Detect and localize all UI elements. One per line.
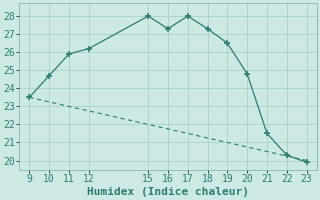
X-axis label: Humidex (Indice chaleur): Humidex (Indice chaleur) (87, 186, 249, 197)
